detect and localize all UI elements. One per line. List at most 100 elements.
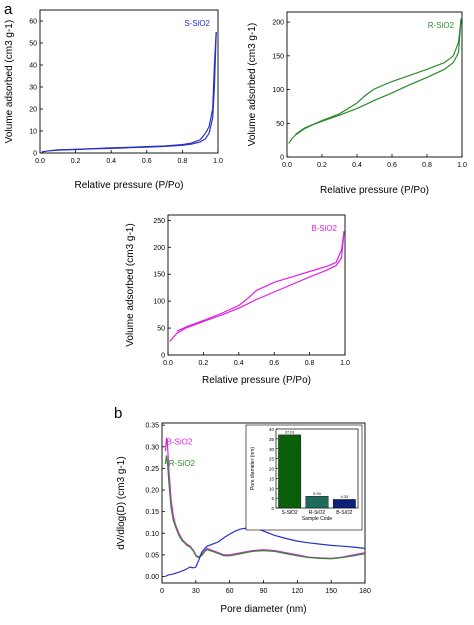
inset-y-tick-label: 20 bbox=[269, 467, 275, 472]
x-tick-label: 120 bbox=[291, 588, 303, 595]
plot-frame bbox=[39, 9, 219, 154]
x-tick-label: 60 bbox=[226, 588, 234, 595]
x-axis-title: Relative pressure (P/Po) bbox=[202, 375, 311, 386]
chart-panel-2: 0.0 0.2 0.4 0.6 0.8 1.0 0 50 100 150 200 250 Relativ… bbox=[125, 214, 350, 386]
bar-value-label: 5.93 bbox=[313, 492, 320, 496]
chart-panel-1: 0.0 0.2 0.4 0.6 0.8 1.0 0 50 100 150 200 Relative p… bbox=[247, 11, 467, 196]
inset-y-tick-label: 15 bbox=[269, 476, 275, 481]
y-tick-label: 0.15 bbox=[145, 509, 159, 516]
curve-label: R-SiO2 bbox=[169, 459, 196, 468]
y-tick-label: 150 bbox=[272, 53, 284, 60]
series-line-0 bbox=[169, 231, 345, 342]
y-tick-label: 0 bbox=[280, 155, 284, 162]
panel-label-b: b bbox=[114, 405, 122, 422]
y-tick-label: 0.25 bbox=[145, 466, 159, 473]
y-axis-title: Volume adsorbed (cm3 g-1) bbox=[125, 223, 136, 346]
inset-bar-chart: 0 5 10 15 20 25 30 35 40 37.03 S-SiO2 5.93 R-SiO2 4.3… bbox=[245, 424, 363, 531]
y-tick-label: 20 bbox=[29, 107, 37, 114]
y-tick-label: 50 bbox=[276, 121, 284, 128]
inset-y-tick-label: 5 bbox=[271, 496, 274, 501]
x-tick-label: 1.0 bbox=[457, 162, 467, 169]
x-tick-label: 0.8 bbox=[305, 360, 315, 367]
x-tick-label: 0.4 bbox=[352, 162, 362, 169]
x-axis-title: Relative pressure (P/Po) bbox=[320, 185, 429, 196]
series-label: S-SiO2 bbox=[184, 19, 210, 28]
x-tick-label: 180 bbox=[359, 588, 371, 595]
y-tick-label: 200 bbox=[153, 245, 165, 252]
x-tick-label: 0.6 bbox=[269, 360, 279, 367]
inset-x-tick-label: S-SiO2 bbox=[282, 510, 298, 516]
series-line-2 bbox=[165, 526, 366, 578]
bar-0 bbox=[278, 434, 302, 509]
x-tick-label: 0.0 bbox=[163, 360, 173, 367]
plot-frame bbox=[286, 11, 463, 158]
panel-label-a: a bbox=[4, 1, 13, 18]
y-tick-label: 0.00 bbox=[145, 574, 159, 581]
y-axis-title: Volume adsorbed (cm3 g-1) bbox=[247, 23, 258, 146]
y-axis-title: Volume adsorbed (cm3 g-1) bbox=[4, 20, 15, 143]
inset-x-tick-label: B-SiO2 bbox=[336, 510, 352, 516]
inset-background bbox=[245, 424, 363, 531]
inset-y-tick-label: 35 bbox=[269, 437, 275, 442]
series-line-1 bbox=[176, 231, 345, 332]
x-tick-label: 0.8 bbox=[178, 158, 188, 165]
inset-y-tick-label: 25 bbox=[269, 457, 275, 462]
y-tick-label: 100 bbox=[272, 87, 284, 94]
bar-value-label: 37.03 bbox=[285, 430, 295, 434]
inset-y-tick-label: 10 bbox=[269, 486, 275, 491]
inset-x-tick-label: R-SiO2 bbox=[309, 510, 326, 516]
x-axis-title: Pore diameter (nm) bbox=[220, 604, 306, 615]
y-tick-label: 10 bbox=[29, 129, 37, 136]
y-axis-title: dV/dlog(D) (cm3 g-1) bbox=[116, 456, 127, 549]
x-tick-label: 90 bbox=[260, 588, 268, 595]
x-axis-title: Relative pressure (P/Po) bbox=[75, 180, 184, 191]
x-tick-label: 0.0 bbox=[282, 162, 292, 169]
bar-1 bbox=[305, 496, 329, 509]
x-tick-label: 0.6 bbox=[142, 158, 152, 165]
y-tick-label: 0.20 bbox=[145, 488, 159, 495]
y-tick-label: 0.35 bbox=[145, 423, 159, 430]
y-tick-label: 60 bbox=[29, 19, 37, 26]
series-line-0 bbox=[288, 18, 462, 144]
x-tick-label: 0.2 bbox=[317, 162, 327, 169]
x-tick-label: 0.4 bbox=[234, 360, 244, 367]
y-tick-label: 50 bbox=[157, 326, 165, 333]
x-tick-label: 1.0 bbox=[213, 158, 223, 165]
inset-y-axis-title: Pore diameter (nm) bbox=[250, 447, 256, 490]
series-label: R-SiO2 bbox=[428, 21, 455, 30]
inset-y-tick-label: 40 bbox=[269, 427, 275, 432]
series-label: B-SiO2 bbox=[311, 224, 337, 233]
y-tick-label: 0 bbox=[161, 353, 165, 360]
y-tick-label: 30 bbox=[29, 85, 37, 92]
y-tick-label: 0.30 bbox=[145, 444, 159, 451]
series-line-0 bbox=[41, 31, 217, 153]
y-tick-label: 0.05 bbox=[145, 552, 159, 559]
y-tick-label: 200 bbox=[272, 20, 284, 27]
inset-x-axis-title: Sample Code bbox=[302, 516, 333, 522]
plot-frame bbox=[167, 214, 346, 356]
y-tick-label: 250 bbox=[153, 218, 165, 225]
inset-y-tick-label: 0 bbox=[271, 506, 274, 511]
series-line-1 bbox=[164, 455, 366, 560]
y-tick-label: 0 bbox=[33, 151, 37, 158]
x-tick-label: 0.2 bbox=[199, 360, 209, 367]
chart-panel-0: 0.0 0.2 0.4 0.6 0.8 1.0 0 10 20 30 40 50 60 Relative … bbox=[4, 9, 223, 191]
y-tick-label: 50 bbox=[29, 41, 37, 48]
y-tick-label: 150 bbox=[153, 272, 165, 279]
y-tick-label: 100 bbox=[153, 299, 165, 306]
x-tick-label: 0.2 bbox=[71, 158, 81, 165]
series-line-0 bbox=[164, 438, 366, 560]
x-tick-label: 0.0 bbox=[35, 158, 45, 165]
y-tick-label: 0.10 bbox=[145, 531, 159, 538]
inset-y-tick-label: 30 bbox=[269, 447, 275, 452]
bar-2 bbox=[332, 499, 356, 509]
x-tick-label: 0.8 bbox=[422, 162, 432, 169]
series-line-1 bbox=[295, 18, 462, 135]
x-tick-label: 150 bbox=[325, 588, 337, 595]
plots-layer: 0.0 0.2 0.4 0.6 0.8 1.00102030405060Relative … bbox=[4, 9, 467, 615]
y-tick-label: 40 bbox=[29, 63, 37, 70]
curve-label: B-SiO2 bbox=[167, 438, 193, 447]
x-tick-label: 30 bbox=[192, 588, 200, 595]
